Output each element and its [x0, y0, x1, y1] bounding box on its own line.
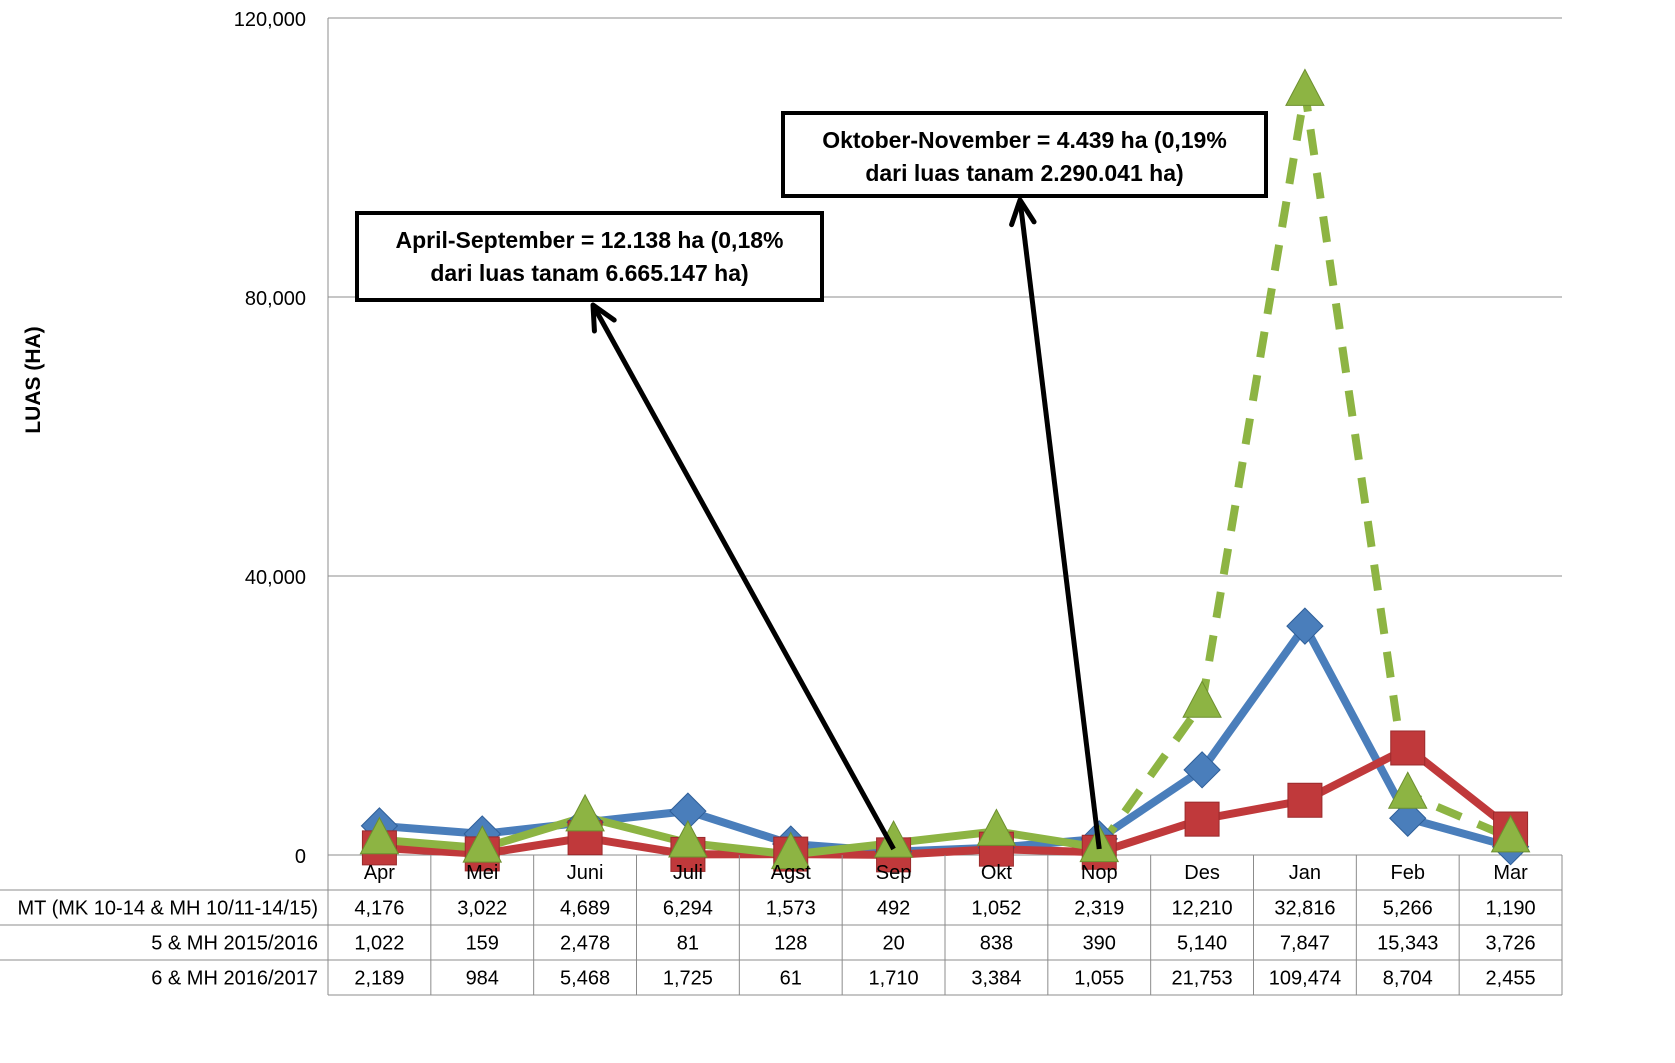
data-label: 3,384 — [971, 968, 1021, 990]
data-label: 3,726 — [1486, 933, 1536, 955]
data-label: 2,455 — [1486, 968, 1536, 990]
data-point — [1387, 771, 1428, 809]
annotation-text: April-September = 12.138 ha (0,18% — [396, 227, 784, 253]
series-lines — [359, 68, 1531, 873]
data-label: 12,210 — [1171, 898, 1232, 920]
x-tick-label: Agst — [771, 862, 811, 884]
x-tick-label: Okt — [981, 862, 1013, 884]
series-name: 6 & MH 2016/2017 — [151, 968, 318, 990]
y-tick-label: 40,000 — [245, 567, 306, 589]
data-label: 1,710 — [869, 968, 919, 990]
data-point — [668, 819, 708, 858]
data-label: 492 — [877, 898, 910, 920]
data-label: 2,478 — [560, 933, 610, 955]
data-label: 838 — [980, 933, 1013, 955]
data-label: 1,190 — [1486, 898, 1536, 920]
x-tick-label: Sep — [876, 862, 912, 884]
data-label: 5,266 — [1383, 898, 1433, 920]
data-label: 984 — [466, 968, 499, 990]
x-tick-label: Juni — [567, 862, 604, 884]
x-tick-label: Apr — [364, 862, 395, 884]
data-label: 2,189 — [354, 968, 404, 990]
x-tick-label: Des — [1184, 862, 1220, 884]
data-table: Apr Mei Juni Juli Agst Sep Okt Nop Des Jan Feb Mar M… — [0, 855, 1563, 996]
x-tick-label: Mei — [466, 862, 498, 884]
series-line-dashed — [1095, 87, 1513, 850]
annotation-text: dari luas tanam 2.290.041 ha) — [865, 160, 1183, 186]
y-tick-label: 120,000 — [234, 9, 306, 31]
annotation-text: Oktober-November = 4.439 ha (0,19% — [822, 127, 1227, 153]
data-label: 1,052 — [971, 898, 1021, 920]
data-label: 8,704 — [1383, 968, 1433, 990]
data-point — [976, 808, 1017, 846]
data-point — [359, 816, 400, 855]
data-label: 159 — [466, 933, 499, 955]
data-label: 1,725 — [663, 968, 713, 990]
data-point — [565, 793, 605, 832]
data-point — [1287, 782, 1323, 818]
data-point — [1182, 680, 1222, 718]
data-point — [462, 825, 503, 863]
series-name: 5 & MH 2015/2016 — [151, 933, 318, 955]
y-tick-label: 0 — [295, 846, 306, 868]
data-point — [1184, 801, 1220, 837]
data-label: 1,022 — [354, 933, 404, 955]
data-point — [1285, 68, 1325, 106]
data-point — [1490, 814, 1531, 853]
annotation-box — [355, 211, 824, 302]
data-label: 6,294 — [663, 898, 713, 920]
series-line — [375, 622, 1515, 856]
y-tick-label: 80,000 — [245, 288, 306, 310]
x-tick-label: Jan — [1289, 862, 1321, 884]
data-point — [1389, 799, 1427, 837]
y-axis-label-group: LUAS (HA) — [22, 326, 45, 433]
x-tick-label: Mar — [1493, 862, 1528, 884]
x-tick-label: Feb — [1391, 862, 1425, 884]
data-label: 109,474 — [1269, 968, 1341, 990]
x-tick-label: Nop — [1081, 862, 1118, 884]
annotation-text: dari luas tanam 6.665.147 ha) — [430, 260, 748, 286]
data-label: 81 — [677, 933, 699, 955]
data-point — [770, 831, 811, 870]
data-label: 7,847 — [1280, 933, 1330, 955]
data-label: 5,140 — [1177, 933, 1227, 955]
data-label: 390 — [1083, 933, 1116, 955]
data-label: 15,343 — [1377, 933, 1438, 955]
annotation-arrow-head — [1009, 197, 1037, 228]
data-label: 2,319 — [1074, 898, 1124, 920]
data-point — [1390, 730, 1426, 766]
data-label: 3,022 — [457, 898, 507, 920]
annotation-arrow — [1017, 199, 1102, 850]
annotations: April-September = 12.138 ha (0,18% dari l… — [355, 111, 1268, 851]
data-label: 4,176 — [354, 898, 404, 920]
data-label: 1,573 — [766, 898, 816, 920]
data-label: 61 — [780, 968, 802, 990]
data-label: 5,468 — [560, 968, 610, 990]
data-label: 1,055 — [1074, 968, 1124, 990]
y-axis-label: LUAS (HA) — [22, 326, 45, 433]
data-label: 32,816 — [1274, 898, 1335, 920]
data-label: 128 — [774, 933, 807, 955]
series-name: MT (MK 10-14 & MH 10/11-14/15) — [18, 898, 319, 920]
data-label: 21,753 — [1171, 968, 1232, 990]
data-label: 4,689 — [560, 898, 610, 920]
annotation-arrow — [590, 303, 896, 851]
x-tick-label: Juli — [673, 862, 703, 884]
annotation-box — [781, 111, 1268, 198]
data-point — [873, 820, 914, 858]
annotation-arrow-head — [590, 302, 617, 334]
data-label: 20 — [882, 933, 904, 955]
data-point — [1183, 751, 1221, 789]
data-point — [1286, 607, 1324, 645]
